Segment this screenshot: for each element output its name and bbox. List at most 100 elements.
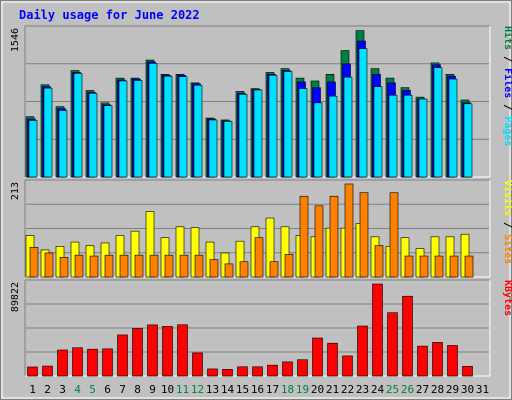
- bar-pages: [463, 103, 473, 178]
- day-label: 1: [29, 383, 36, 396]
- legend-separator: /: [502, 98, 512, 116]
- day-label: 11: [176, 383, 189, 396]
- bar-kbytes: [447, 345, 458, 377]
- bar-kbytes: [57, 349, 68, 377]
- day-label: 25: [386, 383, 399, 396]
- bar-sites: [29, 247, 39, 278]
- bar-pages: [238, 93, 248, 178]
- bar-pages: [433, 67, 443, 178]
- bar-sites: [179, 254, 189, 278]
- day-label: 20: [311, 383, 324, 396]
- bar-pages: [388, 94, 398, 178]
- bar-sites: [434, 255, 444, 278]
- legend-item-pages: Pages: [502, 116, 512, 146]
- day-label: 28: [431, 383, 444, 396]
- bar-kbytes: [387, 312, 398, 377]
- day-label: 6: [104, 383, 111, 396]
- bar-sites: [449, 255, 459, 278]
- day-label: 26: [401, 383, 414, 396]
- legend-item-kbytes: KBytes: [502, 280, 512, 316]
- bar-kbytes: [222, 369, 233, 377]
- bar-pages: [178, 76, 188, 178]
- bar-pages: [43, 87, 53, 178]
- day-label: 16: [251, 383, 264, 396]
- bar-kbytes: [87, 348, 98, 377]
- max-label-visits-sites: 213: [10, 182, 21, 200]
- legend-item-files: Files: [502, 68, 512, 98]
- bar-sites: [239, 261, 249, 278]
- bar-kbytes: [402, 295, 413, 377]
- bar-sites: [284, 253, 294, 278]
- bar-kbytes: [162, 326, 173, 377]
- day-label: 4: [74, 383, 81, 396]
- day-label: 13: [206, 383, 219, 396]
- legend-separator: /: [502, 50, 512, 68]
- bar-kbytes: [372, 283, 383, 377]
- bar-pages: [133, 80, 143, 178]
- bar-kbytes: [462, 365, 473, 377]
- day-label: 7: [119, 383, 126, 396]
- bar-kbytes: [327, 342, 338, 377]
- bar-kbytes: [342, 355, 353, 377]
- day-label: 5: [89, 383, 96, 396]
- bar-sites: [419, 255, 429, 278]
- bar-sites: [164, 254, 174, 278]
- legend-item-sites: Sites: [502, 234, 512, 264]
- bar-kbytes: [177, 324, 188, 377]
- bar-sites: [374, 245, 384, 278]
- bar-kbytes: [357, 325, 368, 377]
- bar-pages: [298, 88, 308, 178]
- day-label: 14: [221, 383, 235, 396]
- bar-sites: [74, 254, 84, 278]
- legend-item-hits: Hits: [502, 26, 512, 50]
- bar-kbytes: [282, 361, 293, 377]
- bar-kbytes: [237, 366, 248, 377]
- legend-kbytes: KBytes: [502, 280, 512, 316]
- bar-kbytes: [42, 365, 53, 377]
- day-label: 30: [461, 383, 474, 396]
- bar-sites: [389, 192, 399, 278]
- bar-kbytes: [432, 342, 443, 377]
- bar-pages: [283, 71, 293, 178]
- bar-kbytes: [192, 352, 203, 377]
- bar-sites: [224, 263, 234, 278]
- day-label: 31: [476, 383, 489, 396]
- bar-pages: [223, 121, 233, 178]
- bar-sites: [59, 257, 69, 278]
- bar-pages: [418, 98, 428, 178]
- legend-item-visits: Visits: [502, 180, 512, 216]
- bar-sites: [209, 259, 219, 278]
- bar-kbytes: [132, 328, 143, 377]
- bar-pages: [103, 105, 113, 178]
- bar-kbytes: [72, 347, 83, 377]
- bar-sites: [104, 254, 114, 278]
- day-label: 19: [296, 383, 309, 396]
- bar-sites: [344, 183, 354, 278]
- bar-pages: [163, 75, 173, 178]
- max-label-kbytes: 89822: [10, 282, 21, 312]
- bar-pages: [358, 48, 368, 178]
- bar-sites: [254, 237, 264, 278]
- legend-separator: /: [502, 216, 512, 234]
- bar-kbytes: [417, 345, 428, 377]
- day-label: 23: [356, 383, 369, 396]
- bar-pages: [343, 76, 353, 178]
- bar-sites: [269, 261, 279, 278]
- bar-pages: [403, 94, 413, 178]
- bar-pages: [118, 80, 128, 178]
- bar-sites: [119, 254, 129, 278]
- day-label: 27: [416, 383, 429, 396]
- bar-kbytes: [117, 334, 128, 377]
- bar-pages: [148, 63, 158, 178]
- day-label: 12: [191, 383, 204, 396]
- day-label: 8: [134, 383, 141, 396]
- bar-kbytes: [147, 324, 158, 377]
- bar-pages: [328, 95, 338, 178]
- max-label-hits-files-pages: 1546: [10, 28, 21, 52]
- bar-pages: [313, 102, 323, 178]
- bar-pages: [208, 119, 218, 178]
- bar-kbytes: [252, 366, 263, 377]
- bar-pages: [28, 120, 38, 178]
